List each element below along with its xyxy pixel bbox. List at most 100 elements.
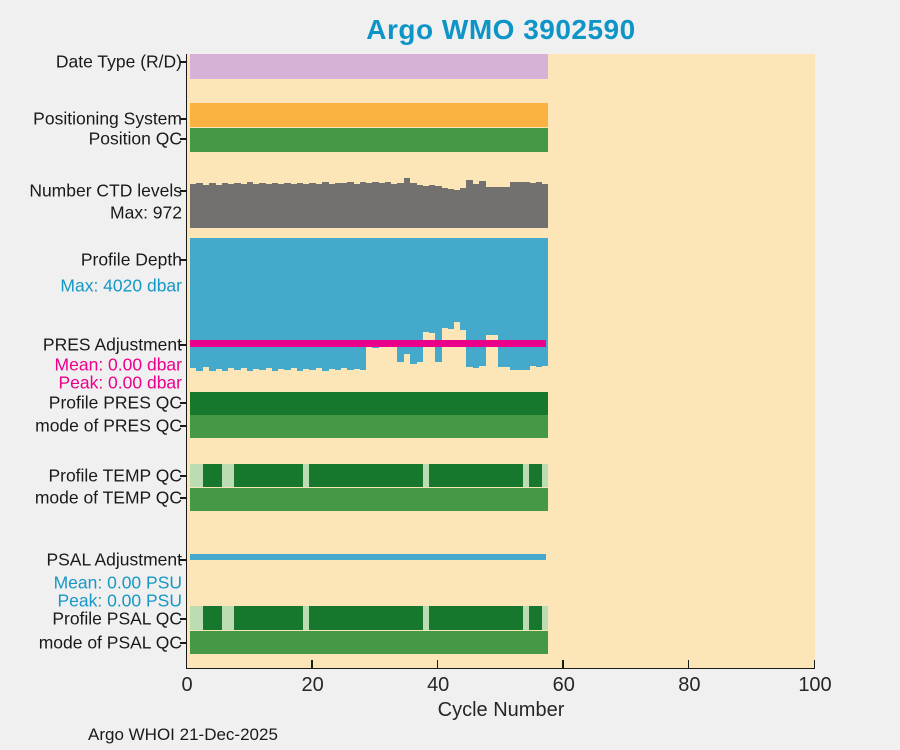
profile-depth-bar [227, 238, 235, 369]
qc-flag-segment [422, 464, 429, 487]
qc-flag-segment [221, 464, 228, 487]
profile-depth-bar [529, 238, 536, 367]
ctd-levels-bar [334, 182, 342, 228]
profile-depth-bar [315, 238, 323, 369]
qc-flag-segment [303, 464, 310, 487]
qc-flag-segment [190, 606, 197, 630]
ctd-levels-bar [485, 186, 492, 228]
ctd-levels-bar [221, 182, 229, 228]
ctd-levels-bar [497, 186, 505, 228]
label-profile-depth-sub1: Max: 4020 dbar [60, 275, 182, 296]
profile-depth-bar [271, 238, 279, 371]
band-position-qc [190, 128, 549, 152]
label-psal-adjustment: PSAL Adjustment [46, 549, 182, 570]
ctd-levels-bar [252, 183, 260, 228]
x-tick [562, 660, 564, 668]
label-mode-psal-qc: mode of PSAL QC [38, 632, 182, 653]
label-mode-pres-qc: mode of PRES QC [35, 415, 182, 436]
ctd-levels-bar [422, 185, 430, 228]
qc-flag-segment [541, 464, 549, 487]
profile-depth-bar [516, 238, 524, 371]
ctd-levels-bar [391, 183, 398, 228]
ctd-levels-bar [215, 184, 222, 228]
ctd-levels-bar [453, 189, 461, 228]
profile-depth-bar [491, 238, 499, 336]
qc-flag-segment [522, 464, 530, 487]
y-tick [180, 344, 187, 346]
ctd-levels-bar [441, 187, 448, 228]
y-tick [180, 118, 187, 120]
ctd-levels-bar [196, 182, 203, 228]
pres-adjustment-line [190, 340, 547, 347]
ctd-levels-bar [384, 182, 392, 228]
label-psal-adjustment-sub2: Peak: 0.00 PSU [57, 590, 182, 611]
profile-depth-bar [221, 238, 229, 371]
y-axis-line [185, 54, 187, 668]
x-tick-label: 80 [678, 674, 701, 696]
label-psal-adjustment-sub1: Mean: 0.00 PSU [53, 572, 182, 593]
profile-depth-bar [353, 238, 360, 369]
ctd-levels-bar [246, 181, 254, 228]
ctd-levels-bar [240, 184, 247, 228]
y-tick [180, 559, 187, 561]
qc-flag-segment [227, 464, 235, 487]
band-profile-pres-qc [190, 392, 549, 415]
qc-flag-segment [522, 606, 530, 630]
profile-depth-bar [334, 238, 342, 370]
chart-title: Argo WMO 3902590 [366, 14, 636, 45]
band-mode-temp-qc [190, 487, 549, 511]
ctd-levels-bar [322, 182, 329, 228]
band-positioning-system [190, 103, 549, 127]
ctd-levels-bar [259, 182, 266, 228]
ctd-levels-bar [409, 183, 417, 228]
x-axis-line [185, 667, 815, 669]
ctd-levels-bar [347, 182, 354, 228]
label-pres-adjustment: PRES Adjustment [42, 334, 182, 355]
profile-depth-bar [409, 238, 417, 365]
profile-depth-bar [428, 238, 436, 333]
ctd-levels-bar [340, 183, 348, 228]
profile-depth-bar [384, 238, 392, 348]
y-tick [180, 497, 187, 499]
ctd-levels-bar [234, 182, 241, 228]
profile-depth-bar [328, 238, 335, 369]
profile-depth-bar [190, 238, 197, 369]
ctd-levels-bar [365, 183, 373, 228]
ctd-levels-bar [510, 182, 517, 228]
profile-depth-bar [234, 238, 241, 371]
ctd-levels-bar [372, 182, 379, 228]
profile-depth-bar [397, 238, 404, 362]
y-tick [180, 402, 187, 404]
profile-depth-bar [535, 238, 543, 367]
profile-depth-bar [347, 238, 354, 371]
psal-adjustment-line [190, 553, 547, 560]
ctd-levels-bar [447, 188, 455, 228]
label-position-qc: Position QC [88, 128, 182, 149]
profile-depth-bar [372, 238, 379, 348]
profile-depth-bar [378, 238, 386, 347]
ctd-levels-bar [309, 183, 317, 228]
y-tick [180, 642, 187, 644]
qc-flag-segment [422, 606, 429, 630]
qc-flag-segment [190, 464, 197, 487]
profile-depth-bar [541, 238, 549, 366]
label-date-type: Date Type (R/D) [55, 51, 182, 72]
profile-depth-bar [215, 238, 222, 369]
profile-depth-bar [259, 238, 266, 371]
profile-depth-bar [365, 238, 373, 347]
x-tick-label: 60 [552, 674, 575, 696]
ctd-levels-bar [303, 184, 310, 228]
label-mode-temp-qc: mode of TEMP QC [34, 487, 182, 508]
ctd-levels-bar [353, 183, 360, 228]
y-tick [180, 259, 187, 261]
ctd-levels-bar [378, 182, 386, 228]
profile-depth-bar [466, 238, 474, 367]
ctd-levels-bar [315, 183, 323, 228]
profile-depth-bar [265, 238, 273, 369]
ctd-levels-bar [428, 185, 436, 228]
label-pres-adjustment-sub2: Peak: 0.00 dbar [58, 372, 182, 393]
profile-depth-bar [422, 238, 430, 332]
label-ctd-levels-sub1: Max: 972 [110, 202, 182, 223]
profile-depth-bar [460, 238, 467, 330]
